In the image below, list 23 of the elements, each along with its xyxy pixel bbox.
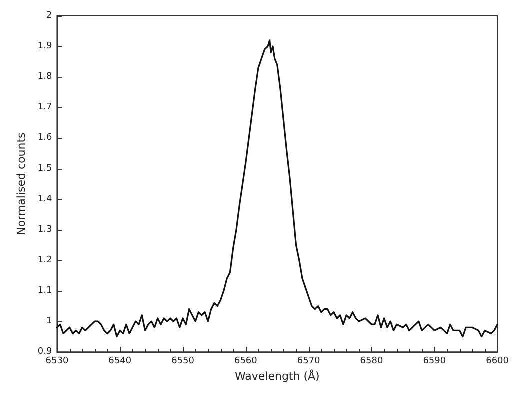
x-tick-label: 6600 [486,356,510,367]
y-tick-label: 1.5 [38,164,52,174]
x-tick-label: 6580 [360,356,384,367]
y-tick-label: 1.6 [38,133,52,144]
y-tick-label: 1.7 [38,102,52,113]
x-tick-label: 6550 [172,356,195,367]
y-tick-label: 0.9 [38,347,52,358]
x-tick-label: 6560 [234,356,258,367]
y-tick-label: 2 [46,11,52,21]
y-axis-title: Normalised counts [15,132,28,236]
x-tick-label: 6530 [46,356,69,367]
y-tick-label: 1.9 [38,42,52,52]
y-tick-label: 1.2 [38,255,52,266]
y-tick-label: 1.3 [38,224,52,235]
y-tick-label: 1.1 [38,286,52,296]
y-tick-label: 1 [46,316,52,327]
y-tick-label: 1.4 [38,194,52,204]
x-tick-label: 6590 [423,356,446,367]
y-tick-label: 1.8 [38,72,52,82]
line-series [56,40,498,338]
x-tick-label: 6570 [297,356,321,367]
x-tick-label: 6540 [108,356,132,367]
x-axis-title: Wavelength (Å) [234,369,320,383]
